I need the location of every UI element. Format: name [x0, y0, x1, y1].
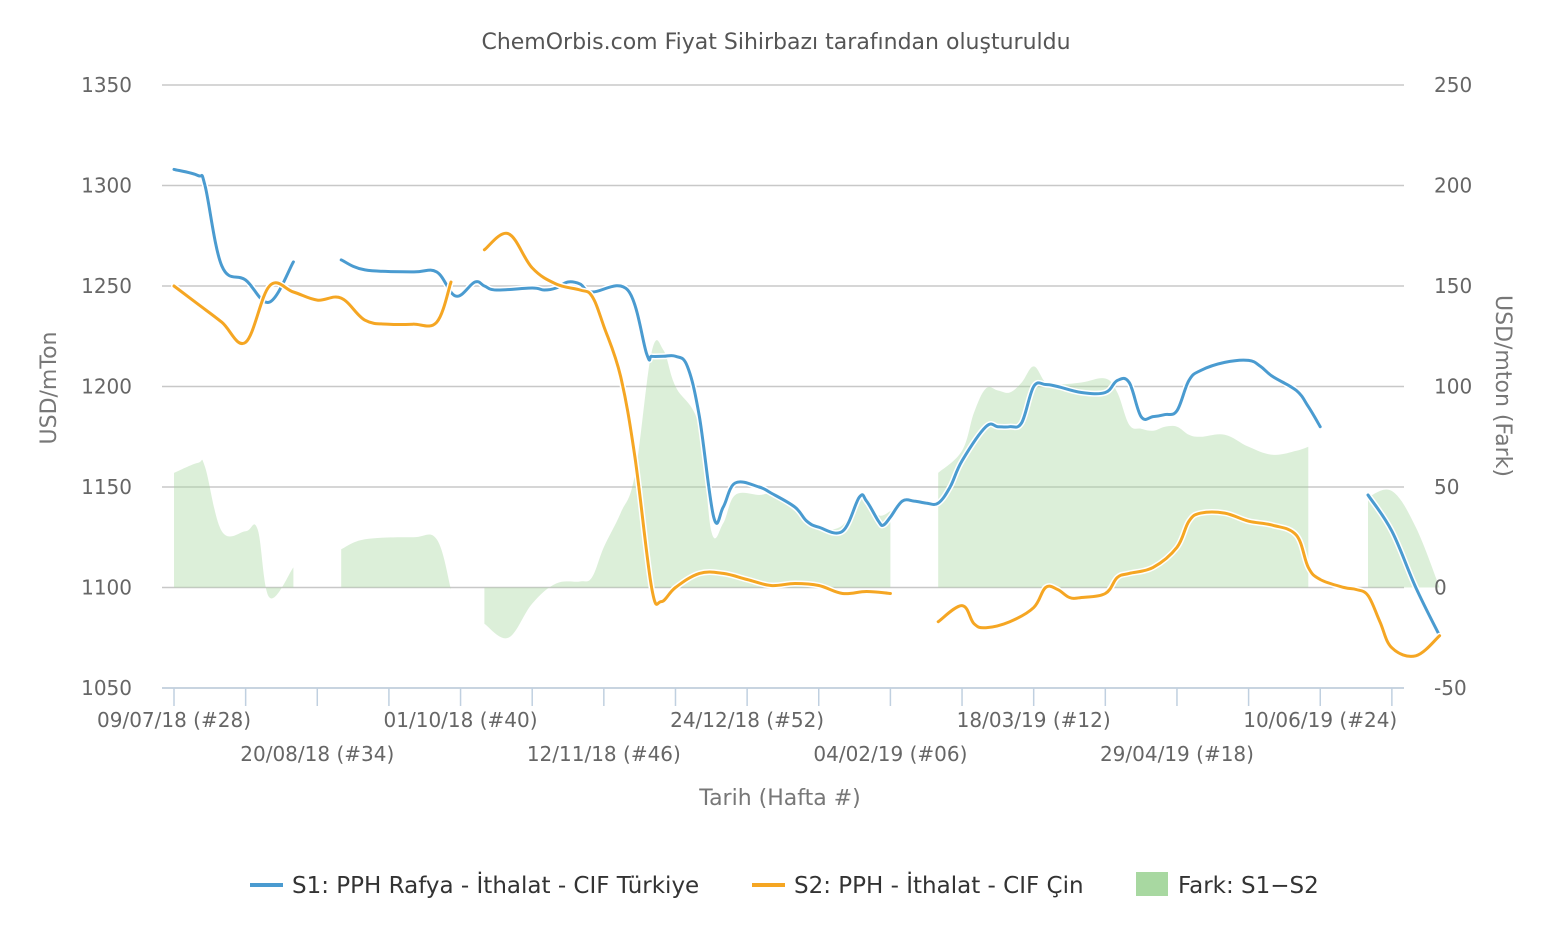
x-tick-label: 09/07/18 (#28) — [97, 708, 251, 732]
y-tick-label-right: 200 — [1434, 174, 1472, 198]
y-tick-label-left: 1250 — [81, 274, 132, 298]
y-tick-label-right: 50 — [1434, 475, 1459, 499]
y-axis-right-title: USD/mton (Fark) — [1490, 295, 1515, 477]
legend-label: Fark: S1−S2 — [1178, 873, 1319, 899]
legend-item: S1: PPH Rafya - İthalat - CIF Türkiye — [250, 871, 699, 899]
legend-item: Fark: S1−S2 — [1136, 872, 1319, 899]
y-tick-label-left: 1300 — [81, 174, 132, 198]
x-tick-label: 24/12/18 (#52) — [670, 708, 824, 732]
y-axis-left-title: USD/mTon — [37, 332, 62, 445]
legend-box-swatch — [1136, 872, 1168, 896]
x-tick-label: 18/03/19 (#12) — [957, 708, 1111, 732]
series-lines — [171, 166, 1443, 660]
x-axis-title: Tarih (Hafta #) — [698, 786, 860, 811]
y-tick-label-left: 1150 — [81, 475, 132, 499]
y-tick-label-left: 1200 — [81, 375, 132, 399]
x-tick-label: 01/10/18 (#40) — [384, 708, 538, 732]
x-tick-label: 20/08/18 (#34) — [240, 742, 394, 766]
y-tick-label-left: 1050 — [81, 676, 132, 700]
difference-area — [174, 340, 1440, 639]
y-tick-label-left: 1100 — [81, 576, 132, 600]
s2-line-segment — [482, 231, 892, 606]
x-tick-label: 29/04/19 (#18) — [1100, 742, 1254, 766]
fark-area-segment — [938, 366, 1309, 588]
x-tick-label: 10/06/19 (#24) — [1243, 708, 1397, 732]
y-tick-label-right: 0 — [1434, 576, 1447, 600]
x-tick-label: 04/02/19 (#06) — [813, 742, 967, 766]
fark-area-segment — [174, 459, 294, 599]
fark-area-segment — [1368, 489, 1440, 588]
legend-label: S2: PPH - İthalat - CIF Çin — [794, 871, 1084, 899]
s2-line-segment — [936, 510, 1442, 658]
x-tick-label: 12/11/18 (#46) — [527, 742, 681, 766]
y-tick-label-right: 250 — [1434, 73, 1472, 97]
chart-title: ChemOrbis.com Fiyat Sihirbazı tarafından… — [481, 30, 1070, 55]
s1-line-segment — [172, 167, 295, 304]
y-tick-label-right: 100 — [1434, 375, 1472, 399]
s2-line-segment — [172, 280, 453, 346]
series-line-halo — [171, 279, 454, 347]
y-tick-label-right: -50 — [1434, 676, 1467, 700]
legend-label: S1: PPH Rafya - İthalat - CIF Türkiye — [292, 871, 699, 899]
s1-line-segment — [1366, 493, 1442, 638]
y-tick-label-left: 1350 — [81, 73, 132, 97]
grid-lines — [162, 84, 1404, 689]
legend-item: S2: PPH - İthalat - CIF Çin — [752, 871, 1084, 899]
legend: S1: PPH Rafya - İthalat - CIF Türkiye S2:… — [250, 871, 1319, 899]
y-tick-label-right: 150 — [1434, 274, 1472, 298]
fark-area-segment — [341, 534, 451, 590]
s1-line-segment — [339, 258, 1322, 535]
fark-area-segment — [484, 340, 891, 639]
